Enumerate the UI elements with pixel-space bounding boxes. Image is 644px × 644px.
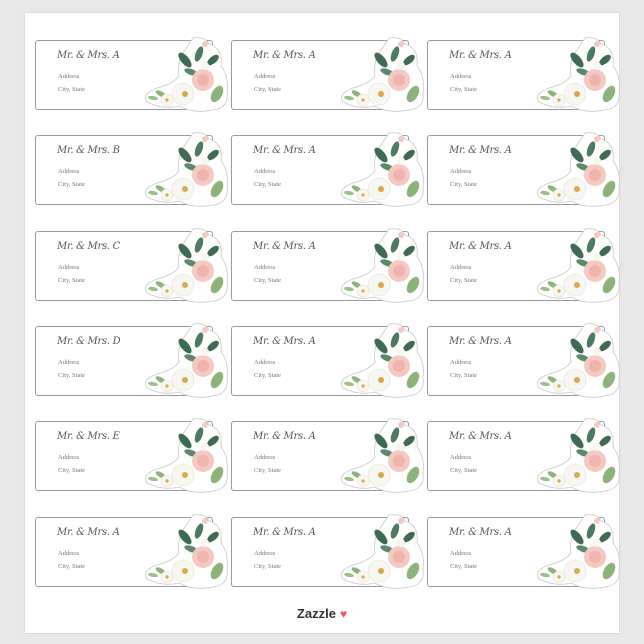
city-state-line: City, State bbox=[254, 181, 282, 188]
address-line: Address bbox=[58, 264, 80, 271]
recipient-name: Mr. & Mrs. A bbox=[253, 145, 316, 156]
address-label-sticker[interactable]: Mr. & Mrs. A Address City, State bbox=[35, 514, 228, 589]
address-line: Address bbox=[254, 454, 276, 461]
address-line: Address bbox=[254, 264, 276, 271]
address-line: Address bbox=[254, 359, 276, 366]
sticker-sheet: Mr. & Mrs. A Address City, State Mr. & M… bbox=[25, 13, 620, 633]
address-line: Address bbox=[254, 73, 276, 80]
recipient-name: Mr. & Mrs. B bbox=[57, 145, 120, 156]
address-line: Address bbox=[450, 454, 472, 461]
floral-decoration bbox=[339, 417, 425, 493]
recipient-name: Mr. & Mrs. A bbox=[253, 336, 316, 347]
recipient-name: Mr. & Mrs. C bbox=[57, 241, 120, 252]
address-label-sticker[interactable]: Mr. & Mrs. A Address City, State bbox=[427, 514, 620, 589]
floral-decoration bbox=[143, 131, 229, 207]
floral-decoration bbox=[535, 513, 621, 589]
city-state-line: City, State bbox=[254, 372, 282, 379]
city-state-line: City, State bbox=[254, 563, 282, 570]
floral-decoration bbox=[143, 322, 229, 398]
floral-decoration bbox=[143, 36, 229, 112]
floral-decoration bbox=[339, 36, 425, 112]
address-label-sticker[interactable]: Mr. & Mrs. A Address City, State bbox=[35, 37, 228, 112]
logo-text: Zazzle bbox=[296, 606, 336, 621]
floral-decoration bbox=[143, 417, 229, 493]
floral-decoration bbox=[339, 131, 425, 207]
address-line: Address bbox=[58, 168, 80, 175]
city-state-line: City, State bbox=[450, 372, 478, 379]
floral-decoration bbox=[143, 227, 229, 303]
recipient-name: Mr. & Mrs. A bbox=[449, 527, 512, 538]
city-state-line: City, State bbox=[58, 563, 86, 570]
address-label-sticker[interactable]: Mr. & Mrs. E Address City, State bbox=[35, 418, 228, 493]
recipient-name: Mr. & Mrs. A bbox=[253, 431, 316, 442]
floral-decoration bbox=[339, 322, 425, 398]
city-state-line: City, State bbox=[450, 563, 478, 570]
floral-decoration bbox=[535, 322, 621, 398]
address-label-sticker[interactable]: Mr. & Mrs. A Address City, State bbox=[231, 228, 424, 303]
address-line: Address bbox=[450, 73, 472, 80]
address-line: Address bbox=[450, 550, 472, 557]
floral-decoration bbox=[535, 131, 621, 207]
recipient-name: Mr. & Mrs. A bbox=[253, 527, 316, 538]
address-line: Address bbox=[254, 550, 276, 557]
city-state-line: City, State bbox=[58, 467, 86, 474]
floral-decoration bbox=[535, 417, 621, 493]
floral-decoration bbox=[535, 227, 621, 303]
address-label-sticker[interactable]: Mr. & Mrs. C Address City, State bbox=[35, 228, 228, 303]
floral-decoration bbox=[143, 513, 229, 589]
address-label-sticker[interactable]: Mr. & Mrs. D Address City, State bbox=[35, 323, 228, 398]
city-state-line: City, State bbox=[254, 277, 282, 284]
heart-icon: ♥ bbox=[339, 607, 348, 621]
address-label-sticker[interactable]: Mr. & Mrs. A Address City, State bbox=[427, 37, 620, 112]
floral-decoration bbox=[535, 36, 621, 112]
address-label-sticker[interactable]: Mr. & Mrs. B Address City, State bbox=[35, 132, 228, 207]
city-state-line: City, State bbox=[58, 86, 86, 93]
floral-decoration bbox=[339, 227, 425, 303]
address-line: Address bbox=[58, 454, 80, 461]
address-line: Address bbox=[58, 73, 80, 80]
recipient-name: Mr. & Mrs. E bbox=[57, 431, 120, 442]
city-state-line: City, State bbox=[450, 181, 478, 188]
address-line: Address bbox=[450, 168, 472, 175]
city-state-line: City, State bbox=[450, 86, 478, 93]
recipient-name: Mr. & Mrs. D bbox=[57, 336, 121, 347]
address-label-sticker[interactable]: Mr. & Mrs. A Address City, State bbox=[427, 228, 620, 303]
recipient-name: Mr. & Mrs. A bbox=[449, 336, 512, 347]
address-line: Address bbox=[58, 359, 80, 366]
address-label-sticker[interactable]: Mr. & Mrs. A Address City, State bbox=[427, 132, 620, 207]
city-state-line: City, State bbox=[450, 277, 478, 284]
city-state-line: City, State bbox=[58, 181, 86, 188]
city-state-line: City, State bbox=[58, 277, 86, 284]
recipient-name: Mr. & Mrs. A bbox=[449, 145, 512, 156]
address-label-sticker[interactable]: Mr. & Mrs. A Address City, State bbox=[231, 132, 424, 207]
address-label-sticker[interactable]: Mr. & Mrs. A Address City, State bbox=[231, 418, 424, 493]
city-state-line: City, State bbox=[254, 86, 282, 93]
recipient-name: Mr. & Mrs. A bbox=[253, 50, 316, 61]
city-state-line: City, State bbox=[254, 467, 282, 474]
city-state-line: City, State bbox=[450, 467, 478, 474]
address-label-sticker[interactable]: Mr. & Mrs. A Address City, State bbox=[231, 514, 424, 589]
floral-decoration bbox=[339, 513, 425, 589]
recipient-name: Mr. & Mrs. A bbox=[449, 431, 512, 442]
address-line: Address bbox=[58, 550, 80, 557]
address-label-sticker[interactable]: Mr. & Mrs. A Address City, State bbox=[231, 37, 424, 112]
recipient-name: Mr. & Mrs. A bbox=[449, 241, 512, 252]
address-line: Address bbox=[254, 168, 276, 175]
address-line: Address bbox=[450, 264, 472, 271]
recipient-name: Mr. & Mrs. A bbox=[253, 241, 316, 252]
address-label-sticker[interactable]: Mr. & Mrs. A Address City, State bbox=[427, 323, 620, 398]
address-label-sticker[interactable]: Mr. & Mrs. A Address City, State bbox=[427, 418, 620, 493]
address-line: Address bbox=[450, 359, 472, 366]
recipient-name: Mr. & Mrs. A bbox=[449, 50, 512, 61]
zazzle-logo: Zazzle ♥ bbox=[0, 606, 644, 621]
recipient-name: Mr. & Mrs. A bbox=[57, 527, 120, 538]
recipient-name: Mr. & Mrs. A bbox=[57, 50, 120, 61]
city-state-line: City, State bbox=[58, 372, 86, 379]
address-label-sticker[interactable]: Mr. & Mrs. A Address City, State bbox=[231, 323, 424, 398]
